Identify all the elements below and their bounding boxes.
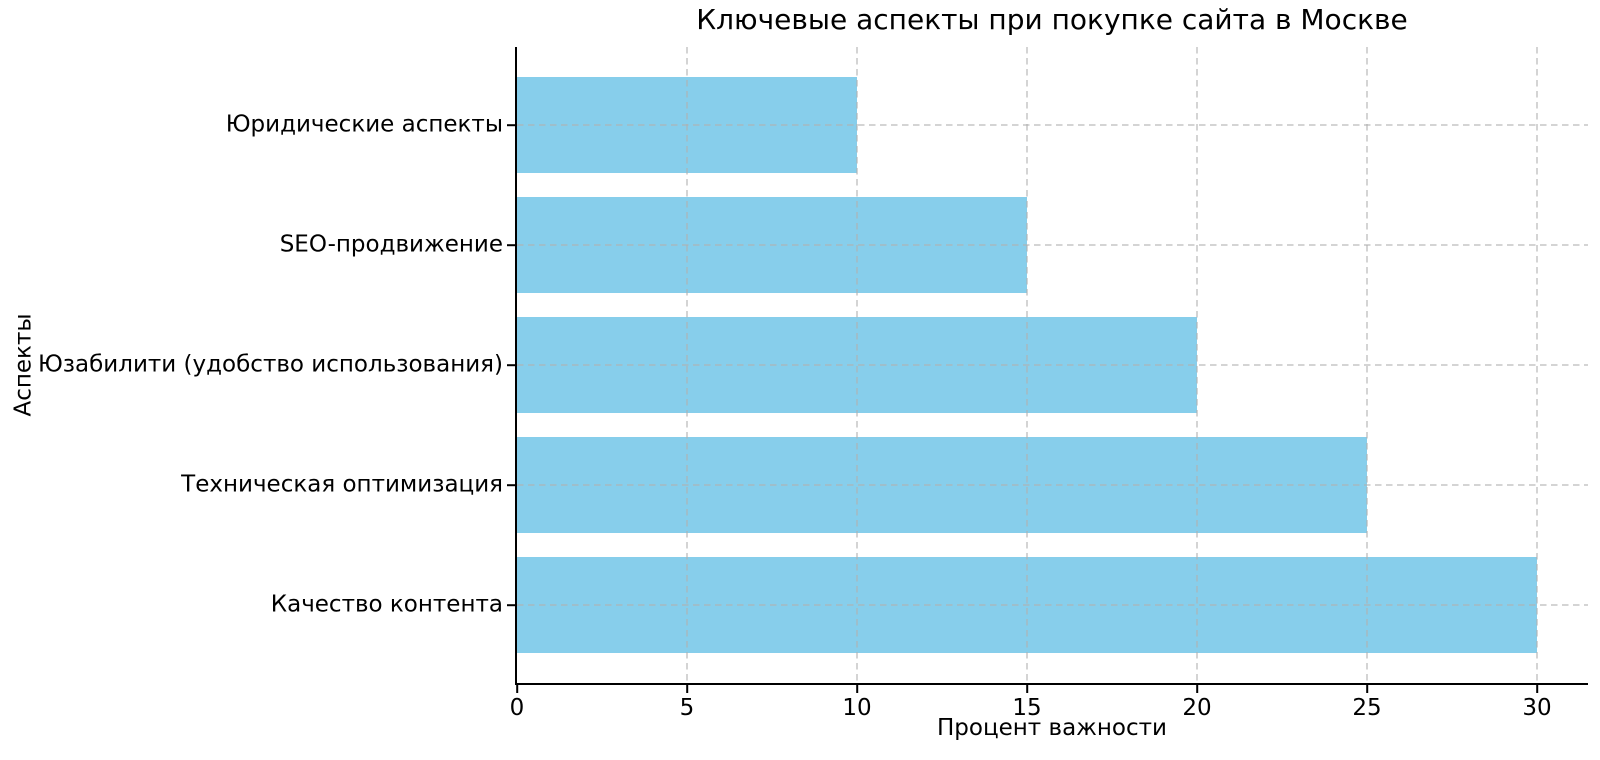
h-gridline bbox=[517, 604, 1588, 606]
x-tick-label: 5 bbox=[679, 695, 695, 721]
v-gridline bbox=[686, 47, 688, 683]
v-gridline bbox=[1366, 47, 1368, 683]
h-gridline bbox=[517, 484, 1588, 486]
plot-area: 0 5 10 15 20 25 30 Юридические аспекты SEO-продв… bbox=[38, 47, 1588, 721]
h-gridline bbox=[517, 124, 1588, 126]
y-tick-label: Юзабилити (удобство использования) bbox=[37, 351, 503, 378]
x-tick-mark bbox=[1366, 685, 1368, 693]
x-tick-mark bbox=[516, 685, 518, 693]
chart-title: Ключевые аспекты при покупке сайта в Мос… bbox=[696, 3, 1408, 36]
y-tick-label: Качество контента bbox=[270, 591, 503, 618]
v-gridline bbox=[856, 47, 858, 683]
x-tick-mark bbox=[686, 685, 688, 693]
y-tick-label: SEO-продвижение bbox=[279, 231, 503, 258]
x-tick-label: 30 bbox=[1522, 695, 1552, 721]
y-tick-mark bbox=[507, 124, 515, 126]
x-tick-label: 0 bbox=[509, 695, 525, 721]
h-gridline bbox=[517, 244, 1588, 246]
y-tick-mark bbox=[507, 244, 515, 246]
x-tick-mark bbox=[1196, 685, 1198, 693]
y-tick-mark bbox=[507, 364, 515, 366]
x-tick-label: 15 bbox=[1012, 695, 1042, 721]
y-tick-mark bbox=[507, 604, 515, 606]
y-tick-label: Техническая оптимизация bbox=[181, 471, 503, 498]
y-tick-mark bbox=[507, 484, 515, 486]
x-axis-title: Процент важности bbox=[937, 715, 1167, 741]
v-gridline bbox=[1026, 47, 1028, 683]
x-tick-label: 25 bbox=[1352, 695, 1382, 721]
v-gridline bbox=[1196, 47, 1198, 683]
x-tick-mark bbox=[1536, 685, 1538, 693]
x-tick-mark bbox=[1026, 685, 1028, 693]
y-tick-label: Юридические аспекты bbox=[225, 111, 503, 138]
x-tick-label: 20 bbox=[1182, 695, 1212, 721]
y-axis-title: Аспекты bbox=[10, 313, 37, 417]
h-gridline bbox=[517, 364, 1588, 366]
x-tick-mark bbox=[856, 685, 858, 693]
v-gridline bbox=[1536, 47, 1538, 683]
x-tick-label: 10 bbox=[842, 695, 872, 721]
